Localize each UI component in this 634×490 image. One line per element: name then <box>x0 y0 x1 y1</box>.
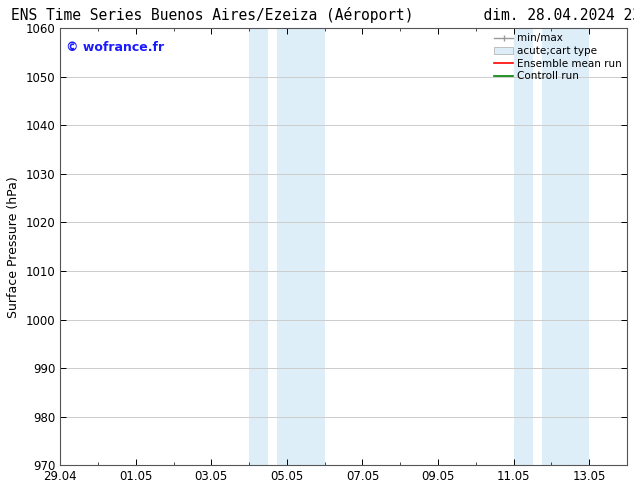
Bar <box>514 28 533 465</box>
Bar <box>542 28 589 465</box>
Title: ENS Time Series Buenos Aires/Ezeiza (Aéroport)        dim. 28.04.2024 23 UTC: ENS Time Series Buenos Aires/Ezeiza (Aér… <box>11 7 634 23</box>
Bar <box>249 28 268 465</box>
Y-axis label: Surface Pressure (hPa): Surface Pressure (hPa) <box>7 176 20 318</box>
Text: © wofrance.fr: © wofrance.fr <box>66 41 164 54</box>
Legend: min/max, acute;cart type, Ensemble mean run, Controll run: min/max, acute;cart type, Ensemble mean … <box>492 31 624 83</box>
Bar <box>278 28 325 465</box>
